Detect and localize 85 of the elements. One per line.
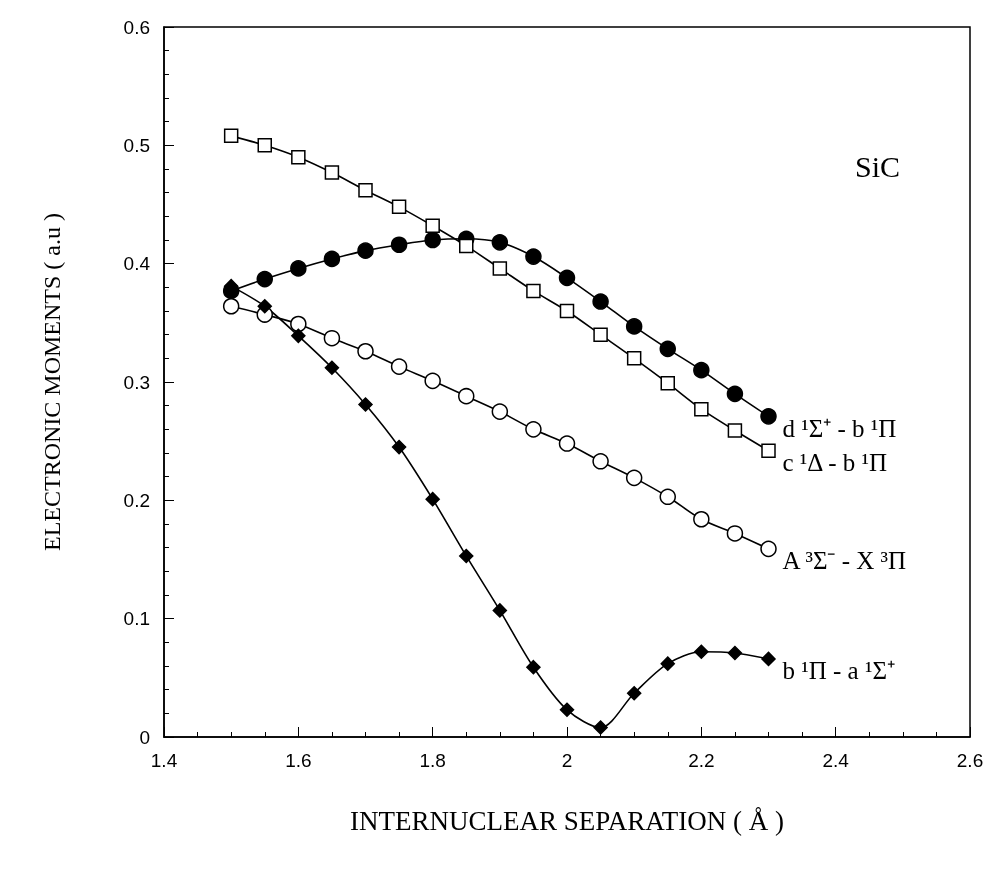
series-label: c ¹Δ - b ¹Π: [782, 449, 888, 477]
point: [761, 651, 776, 667]
point: [459, 238, 474, 254]
point: [425, 491, 440, 507]
x-tick-label: 2.2: [688, 750, 715, 771]
point: [491, 403, 509, 420]
x-tick-label: 1.8: [419, 750, 446, 771]
point: [593, 327, 608, 342]
x-tick-label: 2.4: [822, 750, 850, 771]
point: [593, 720, 608, 735]
point: [323, 329, 341, 347]
x-axis-title: INTERNUCLEAR SEPARATION ( Å ): [349, 805, 785, 836]
point: [425, 218, 440, 234]
point: [256, 270, 273, 288]
y-tick-label: 0.1: [123, 608, 150, 630]
point: [694, 644, 709, 660]
point: [660, 375, 675, 391]
point: [693, 361, 710, 379]
point: [525, 248, 542, 265]
point: [659, 488, 676, 506]
point: [659, 340, 676, 358]
series-label: d ¹Σ⁺ - b ¹Π: [782, 414, 897, 442]
series-label: A ³Σ⁻ - X ³Π: [782, 547, 907, 575]
y-tick-label: 0.4: [123, 253, 151, 275]
point: [291, 149, 306, 165]
point: [358, 397, 373, 412]
point: [323, 250, 341, 268]
point: [592, 453, 609, 470]
y-axis-title: ELECTRONIC MOMENTS ( a.u ): [39, 213, 65, 551]
point: [726, 525, 744, 542]
point: [391, 439, 407, 455]
point: [223, 128, 239, 144]
y-tick-label: 0: [139, 726, 150, 748]
point: [424, 372, 441, 390]
point: [761, 443, 776, 458]
point: [324, 165, 340, 180]
x-tick-label: 2.6: [956, 750, 984, 771]
point: [760, 408, 777, 425]
point: [727, 423, 743, 438]
point: [459, 548, 474, 564]
point: [291, 328, 306, 344]
point: [492, 261, 508, 276]
point: [358, 183, 373, 198]
annotation: SiC: [855, 149, 901, 183]
point: [458, 387, 475, 405]
point: [693, 511, 710, 528]
y-tick-label: 0.3: [123, 371, 150, 393]
point: [559, 303, 575, 319]
y-tick-label: 0.6: [123, 16, 150, 38]
point: [626, 685, 642, 701]
point: [390, 358, 408, 375]
point: [257, 299, 272, 314]
point: [492, 603, 508, 618]
x-tick-label: 2: [561, 750, 573, 771]
point: [526, 659, 541, 675]
point: [424, 231, 441, 249]
point: [625, 318, 643, 335]
point: [559, 702, 575, 718]
point: [660, 656, 675, 671]
point: [625, 469, 643, 487]
point: [558, 435, 576, 452]
point: [760, 540, 777, 558]
point: [526, 283, 541, 299]
y-tick-label: 0.2: [123, 489, 150, 511]
point: [357, 242, 374, 259]
point: [324, 360, 340, 376]
point: [357, 342, 374, 360]
point: [290, 315, 307, 333]
x-tick-label: 1.6: [285, 750, 312, 771]
point: [694, 401, 709, 417]
point: [290, 260, 307, 277]
point: [222, 298, 240, 315]
series-label: b ¹Π - a ¹Σ⁺: [782, 657, 896, 685]
point: [491, 234, 509, 251]
point: [726, 385, 744, 403]
point: [525, 421, 542, 438]
x-tick-label: 1.4: [150, 750, 178, 771]
point: [727, 645, 743, 661]
point: [257, 138, 272, 153]
point: [391, 199, 407, 215]
point: [592, 293, 609, 310]
point: [558, 269, 576, 287]
point: [626, 351, 642, 366]
y-tick-label: 0.5: [123, 134, 150, 156]
point: [390, 236, 408, 253]
